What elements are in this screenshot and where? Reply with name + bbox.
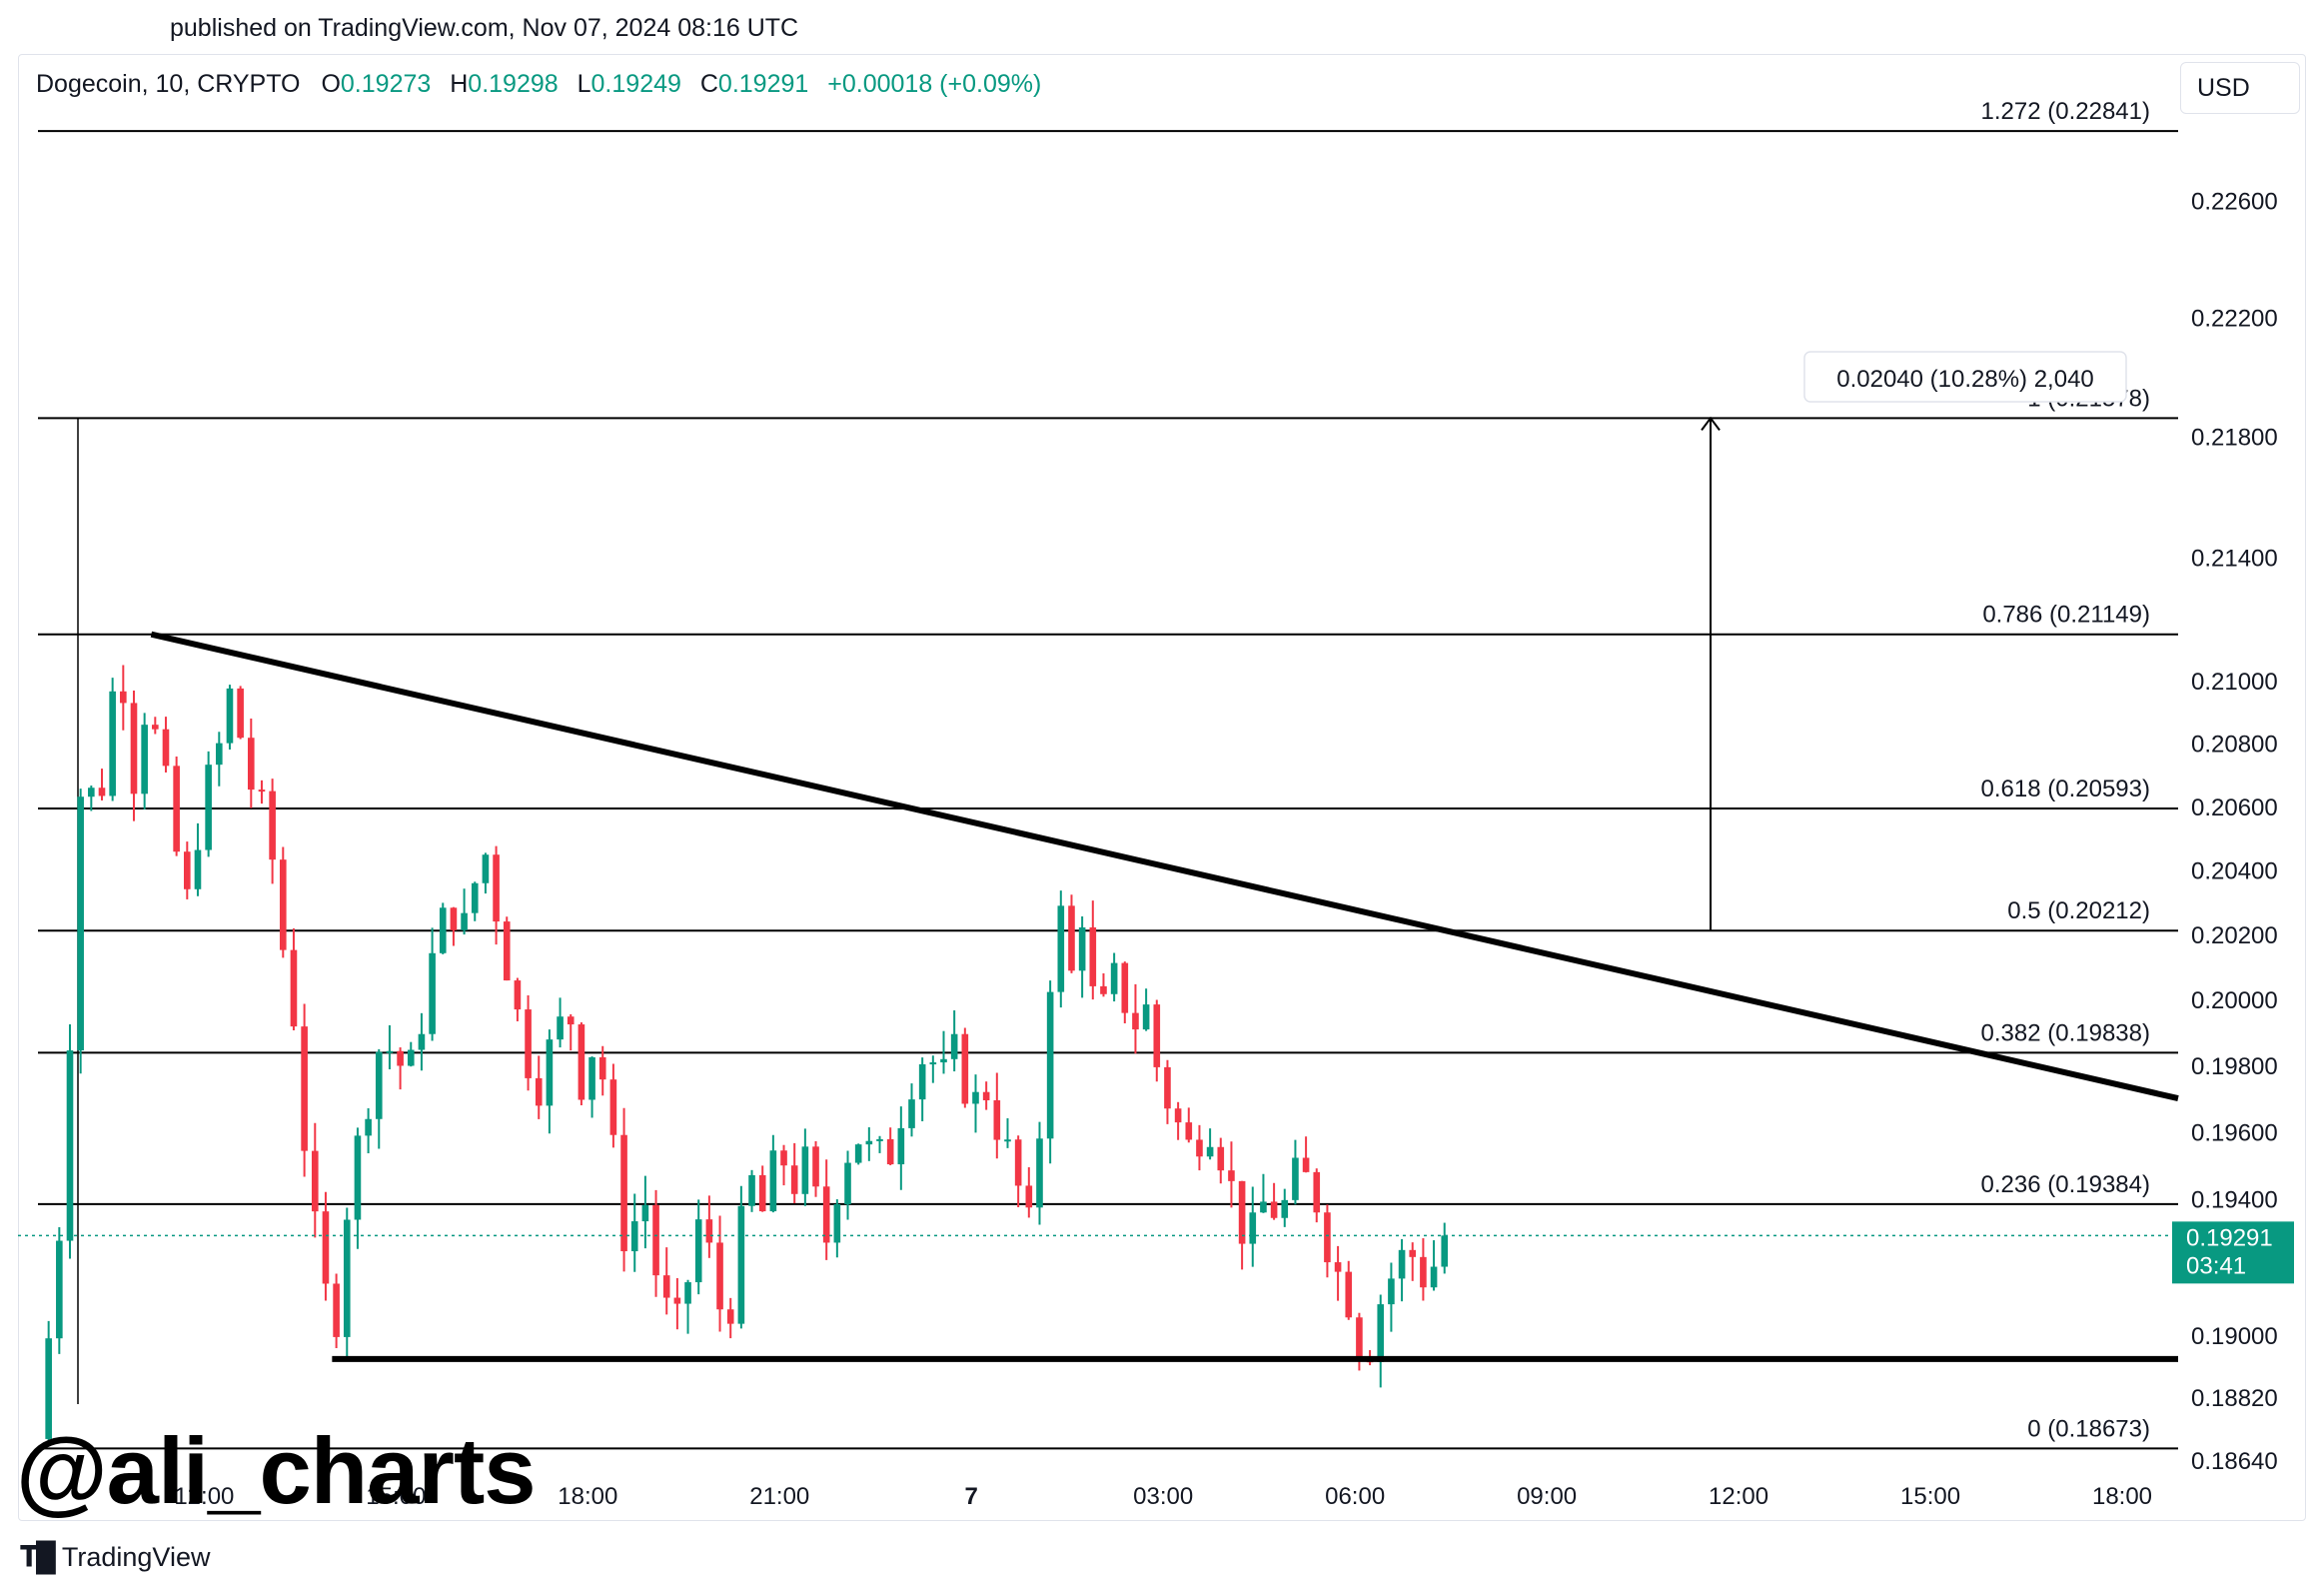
change-value: +0.00018 (+0.09%) xyxy=(827,70,1042,98)
chart-frame xyxy=(18,54,2306,1521)
low-value: 0.19249 xyxy=(590,70,681,98)
published-note: published on TradingView.com, Nov 07, 20… xyxy=(170,14,799,42)
close-value: 0.19291 xyxy=(717,70,809,98)
low-label: L xyxy=(577,70,591,98)
open-value: 0.19273 xyxy=(340,70,432,98)
currency-selector[interactable]: USD xyxy=(2180,62,2300,114)
high-value: 0.19298 xyxy=(468,70,559,98)
open-label: O xyxy=(321,70,341,98)
author-watermark: @ali_charts xyxy=(16,1418,537,1523)
close-label: C xyxy=(699,70,718,98)
tradingview-brand-label: TradingView xyxy=(61,1542,211,1572)
high-label: H xyxy=(450,70,469,98)
symbol-name[interactable]: Dogecoin, 10, CRYPTO xyxy=(36,70,301,98)
tradingview-logo-icon: 𝐓█ xyxy=(20,1541,56,1572)
symbol-legend: Dogecoin, 10, CRYPTO O0.19273 H0.19298 L… xyxy=(36,70,1053,99)
tradingview-brand[interactable]: 𝐓█ TradingView xyxy=(20,1541,210,1574)
